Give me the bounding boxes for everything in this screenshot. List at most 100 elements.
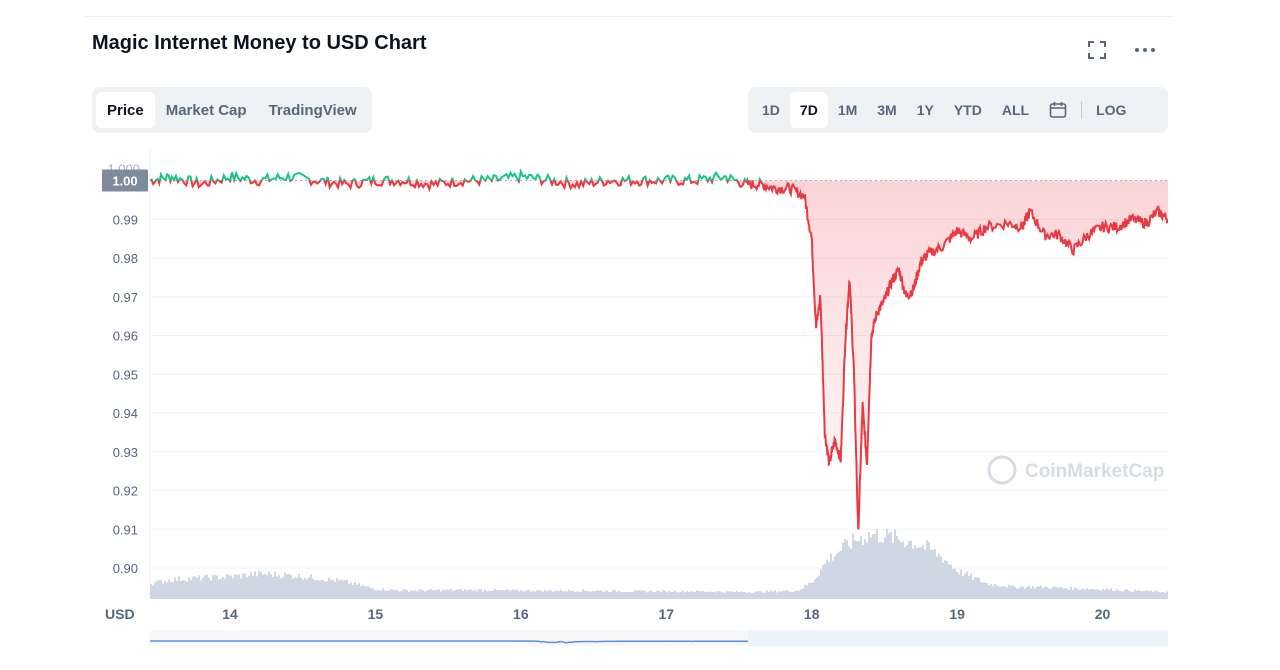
volume-bar bbox=[826, 559, 828, 599]
watermark-text: CoinMarketCap bbox=[1025, 461, 1164, 482]
range-1m[interactable]: 1M bbox=[837, 102, 858, 118]
volume-bar bbox=[448, 589, 450, 599]
volume-bar bbox=[968, 576, 970, 599]
volume-bar bbox=[398, 591, 400, 599]
volume-bar bbox=[1012, 584, 1014, 599]
volume-bar bbox=[848, 546, 850, 599]
volume-bar bbox=[240, 578, 242, 599]
volume-bar bbox=[998, 586, 1000, 599]
volume-bar bbox=[958, 574, 960, 599]
volume-bar bbox=[928, 541, 930, 599]
volume-bar bbox=[712, 591, 714, 599]
volume-bar bbox=[824, 563, 826, 599]
volume-bar bbox=[870, 537, 872, 599]
volume-bar bbox=[688, 592, 690, 599]
volume-bar bbox=[1054, 586, 1056, 599]
range-1y[interactable]: 1Y bbox=[916, 102, 934, 118]
volume-bar bbox=[1046, 586, 1048, 599]
chart-title: Magic Internet Money to USD Chart bbox=[92, 32, 427, 54]
volume-bar bbox=[506, 589, 508, 599]
volume-bar bbox=[412, 590, 414, 599]
volume-bar bbox=[1040, 585, 1042, 599]
volume-bar bbox=[1026, 587, 1028, 599]
volume-bar bbox=[528, 589, 530, 599]
price-line-down bbox=[150, 180, 1168, 530]
volume-bar bbox=[744, 592, 746, 599]
volume-bar bbox=[480, 589, 482, 599]
range-navigator[interactable] bbox=[150, 630, 1168, 646]
range-3m[interactable]: 3M bbox=[877, 102, 897, 118]
volume-bar bbox=[202, 578, 204, 599]
tab-tradingview[interactable]: TradingView bbox=[268, 101, 357, 119]
volume-bar bbox=[1138, 590, 1140, 599]
volume-bar bbox=[188, 577, 190, 599]
volume-bar bbox=[1142, 591, 1144, 599]
volume-bar bbox=[916, 547, 918, 599]
volume-bar bbox=[770, 590, 772, 599]
calendar-icon[interactable] bbox=[1039, 92, 1077, 128]
volume-bar bbox=[608, 591, 610, 599]
volume-bar bbox=[1112, 590, 1114, 599]
volume-bar bbox=[1032, 586, 1034, 599]
volume-bar bbox=[410, 590, 412, 599]
volume-bar bbox=[912, 548, 914, 599]
volume-bar bbox=[986, 583, 988, 599]
volume-bar bbox=[554, 591, 556, 599]
volume-bar bbox=[736, 590, 738, 599]
volume-bar bbox=[962, 576, 964, 599]
volume-bar bbox=[696, 590, 698, 599]
volume-bar bbox=[452, 590, 454, 599]
chart-type-tabs: Price Market Cap TradingView bbox=[92, 87, 372, 133]
volume-bar bbox=[342, 580, 344, 599]
volume-bar bbox=[1004, 586, 1006, 599]
volume-bar bbox=[1070, 586, 1072, 599]
volume-bar bbox=[300, 577, 302, 599]
volume-bar bbox=[388, 590, 390, 599]
volume-bar bbox=[570, 590, 572, 599]
volume-bar bbox=[852, 533, 854, 599]
volume-bar bbox=[514, 589, 516, 599]
x-tick-label: 19 bbox=[949, 606, 965, 622]
volume-bar bbox=[206, 574, 208, 599]
range-1d[interactable]: 1D bbox=[762, 102, 780, 118]
volume-bar bbox=[1034, 588, 1036, 599]
volume-bar bbox=[230, 575, 232, 599]
volume-bar bbox=[842, 542, 844, 599]
volume-bar bbox=[500, 589, 502, 599]
volume-bar bbox=[568, 589, 570, 599]
volume-bar bbox=[492, 590, 494, 599]
volume-bar bbox=[820, 569, 822, 599]
volume-bar bbox=[284, 572, 286, 599]
volume-bar bbox=[494, 589, 496, 599]
range-7d[interactable]: 7D bbox=[789, 92, 828, 128]
y-tick-label: 0.92 bbox=[113, 484, 138, 499]
volume-bar bbox=[438, 589, 440, 599]
volume-bar bbox=[1116, 589, 1118, 599]
volume-bar bbox=[282, 577, 284, 599]
volume-bar bbox=[1010, 585, 1012, 599]
volume-bar bbox=[462, 591, 464, 599]
fullscreen-icon[interactable] bbox=[1085, 40, 1109, 60]
more-options-icon[interactable] bbox=[1133, 40, 1157, 60]
volume-bar bbox=[348, 583, 350, 599]
volume-bar bbox=[600, 590, 602, 599]
volume-bar bbox=[1006, 587, 1008, 599]
volume-bar bbox=[680, 591, 682, 599]
volume-bar bbox=[1110, 588, 1112, 599]
tab-market-cap[interactable]: Market Cap bbox=[165, 101, 247, 119]
volume-bar bbox=[752, 592, 754, 599]
volume-bar bbox=[620, 591, 622, 599]
log-toggle[interactable]: LOG bbox=[1096, 102, 1127, 118]
range-ytd[interactable]: YTD bbox=[953, 102, 982, 118]
volume-bar bbox=[598, 590, 600, 599]
volume-bar bbox=[978, 577, 980, 599]
tab-price[interactable]: Price bbox=[96, 92, 155, 128]
volume-bar bbox=[838, 551, 840, 599]
volume-bar bbox=[676, 592, 678, 599]
volume-bar bbox=[626, 591, 628, 599]
volume-bar bbox=[756, 591, 758, 599]
range-all[interactable]: ALL bbox=[1001, 102, 1030, 118]
volume-bar bbox=[1024, 588, 1026, 599]
volume-bar bbox=[544, 589, 546, 599]
volume-bar bbox=[270, 574, 272, 599]
